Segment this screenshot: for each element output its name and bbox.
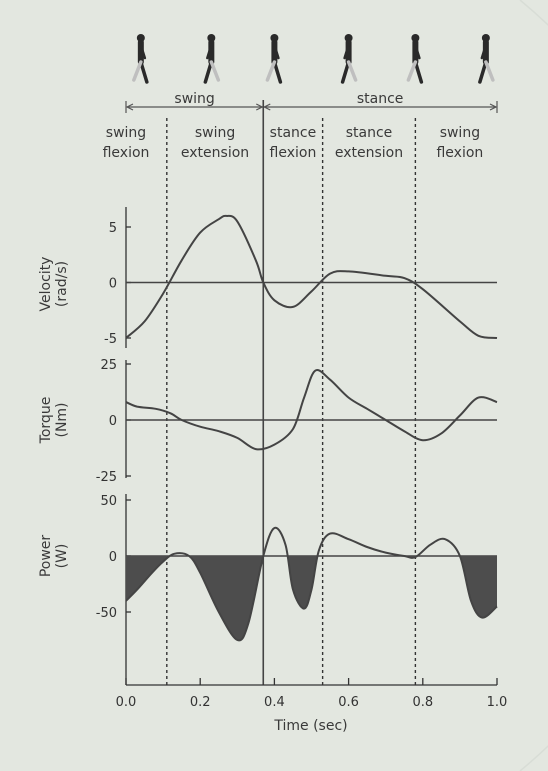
velocity-ylabel: Velocity: [38, 257, 54, 312]
power-ylabel: Power: [38, 535, 54, 578]
torque-curve: [125, 369, 498, 451]
walker-leg: [139, 60, 149, 84]
arrow-right-icon: [256, 103, 264, 111]
xtick-label: 0.6: [338, 695, 359, 710]
walker-figure-6: [478, 34, 495, 84]
walker-leg-highlight: [346, 60, 358, 82]
subphase-label-line2: flexion: [436, 145, 483, 161]
walker-arm: [139, 43, 147, 60]
xtick-label: 0.4: [264, 695, 285, 710]
x-axis: 0.0 0.2 0.4 0.6 0.8 1.0: [116, 678, 508, 710]
phase-bracket-stance: stance: [262, 91, 498, 113]
walker-leg-highlight: [484, 60, 495, 82]
xtick-label: 0.8: [412, 695, 433, 710]
walker-arm: [343, 43, 350, 60]
background-arc: [519, 0, 548, 771]
walker-figure-4: [340, 34, 358, 84]
walker-leg-highlight: [406, 60, 418, 82]
power-curve: [125, 526, 498, 642]
walker-leg-highlight: [265, 60, 277, 82]
walker-arm: [480, 43, 488, 60]
velocity-yunit: (rad/s): [54, 261, 70, 307]
walker-arm: [206, 43, 213, 60]
subphase-label-line2: extension: [335, 145, 403, 161]
xtick-label: 0.2: [190, 695, 211, 710]
power-axis-title: Power (W): [38, 535, 70, 578]
xtick-label: 0.0: [116, 695, 137, 710]
power-panel: 50 0 -50: [96, 494, 498, 685]
walker-leg: [340, 60, 351, 84]
walker-leg-highlight: [209, 60, 221, 82]
walker-figure-2: [203, 34, 221, 84]
subphase-label-line1: swing: [106, 125, 146, 141]
subphase-label-line1: stance: [270, 125, 317, 141]
x-axis-title: Time (sec): [273, 718, 347, 734]
phase-label-stance: stance: [357, 91, 404, 107]
torque-ytick-label: 25: [100, 358, 117, 373]
walker-leg: [413, 60, 424, 84]
velocity-panel: 5 0 -5: [104, 207, 498, 348]
power-ytick-label: 50: [100, 494, 117, 509]
velocity-curve: [125, 214, 498, 339]
walker-figure-3: [265, 34, 283, 84]
walker-leg: [203, 60, 214, 84]
phase-annotations: swing stance swing flexion swing extension sta…: [103, 91, 498, 161]
walker-leg-highlight: [132, 60, 143, 82]
power-ytick-label: -50: [96, 606, 117, 621]
arrow-right-icon: [489, 103, 498, 111]
subphase-label-line1: swing: [195, 125, 235, 141]
velocity-ytick-label: 0: [109, 277, 117, 292]
subphase-label-line2: flexion: [103, 145, 150, 161]
velocity-axis-title: Velocity (rad/s): [38, 257, 70, 312]
torque-axis-title: Torque (Nm): [38, 397, 70, 445]
walker-leg: [478, 60, 488, 84]
walker-arm: [414, 43, 421, 60]
torque-panel: 25 0 -25: [96, 358, 498, 485]
phase-boundary-lines: [166, 100, 417, 685]
power-yunit: (W): [54, 544, 70, 569]
power-ytick-label: 0: [109, 550, 117, 565]
walker-figure-5: [406, 34, 424, 84]
torque-ylabel: Torque: [38, 397, 54, 445]
subphase-label-line1: swing: [440, 125, 480, 141]
walker-figure-1: [132, 34, 149, 84]
power-negative-area: [126, 556, 497, 641]
phase-label-swing: swing: [174, 91, 214, 107]
velocity-ytick-label: -5: [104, 332, 117, 347]
phase-bracket-swing: swing: [125, 91, 264, 113]
walker-leg: [272, 60, 283, 84]
walking-figures: [132, 34, 495, 84]
subphase-label-line1: stance: [346, 125, 393, 141]
torque-yunit: (Nm): [54, 402, 70, 437]
torque-ytick-label: 0: [109, 414, 117, 429]
arrow-left-icon: [125, 103, 134, 111]
walker-arm: [273, 43, 280, 60]
velocity-ytick-label: 5: [109, 221, 117, 236]
torque-ytick-label: -25: [96, 470, 117, 485]
subphase-label-line2: flexion: [270, 145, 317, 161]
subphase-label-line2: extension: [181, 145, 249, 161]
arrow-left-icon: [262, 103, 271, 111]
xtick-label: 1.0: [487, 695, 508, 710]
